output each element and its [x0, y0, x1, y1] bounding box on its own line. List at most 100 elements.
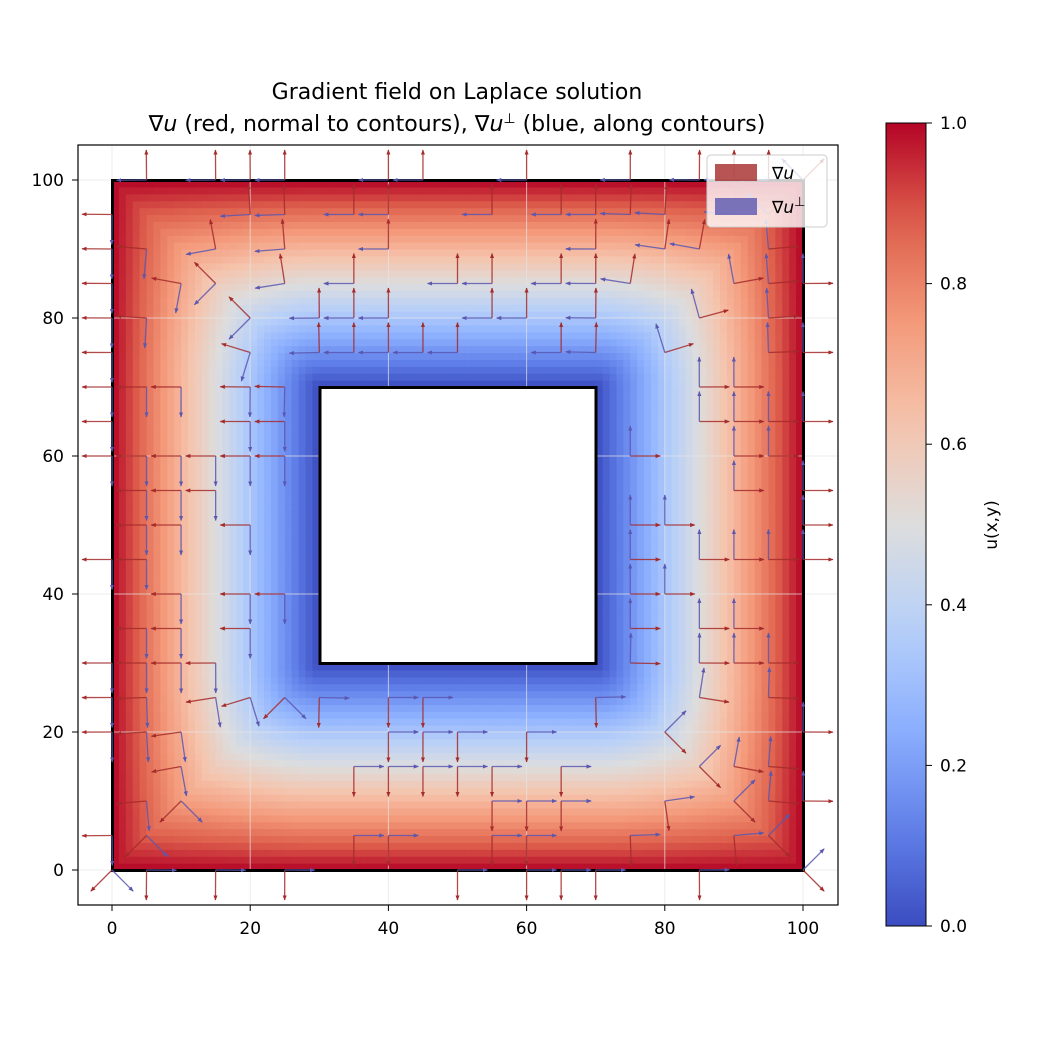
heatmap-cell [243, 373, 251, 381]
heatmap-cell [353, 745, 362, 754]
heatmap-cell [139, 600, 148, 609]
heatmap-cell [381, 738, 389, 747]
heatmap-cell [125, 311, 134, 319]
heatmap-cell [416, 759, 424, 768]
heatmap-cell [353, 366, 362, 374]
heatmap-cell [422, 345, 431, 354]
heatmap-cell [153, 697, 161, 705]
heatmap-cell [312, 255, 320, 264]
heatmap-cell [139, 814, 148, 823]
heatmap-cell [118, 338, 127, 347]
heatmap-cell [139, 214, 148, 222]
heatmap-cell [153, 393, 161, 402]
heatmap-cell [374, 304, 383, 312]
heatmap-cell [450, 683, 459, 692]
heatmap-cell [222, 580, 231, 588]
heatmap-cell [512, 787, 521, 795]
heatmap-cell [498, 290, 507, 298]
heatmap-cell [505, 228, 514, 236]
heatmap-cell [208, 186, 217, 195]
heatmap-cell [146, 559, 155, 567]
heatmap-cell [153, 828, 161, 837]
heatmap-cell [215, 732, 224, 740]
heatmap-cell [277, 849, 286, 857]
heatmap-cell [353, 732, 362, 740]
heatmap-cell [291, 773, 300, 781]
heatmap-cell [388, 683, 396, 692]
heatmap-cell [353, 380, 362, 388]
heatmap-cell [284, 649, 293, 657]
heatmap-cell [146, 304, 155, 312]
heatmap-cell [505, 283, 514, 291]
heatmap-cell [160, 345, 168, 354]
heatmap-cell [250, 235, 258, 243]
heatmap-cell [464, 255, 472, 264]
heatmap-cell [181, 180, 189, 188]
heatmap-cell [498, 373, 507, 381]
heatmap-cell [139, 649, 148, 657]
heatmap-cell [270, 469, 279, 478]
heatmap-cell [291, 807, 300, 816]
heatmap-cell [450, 373, 459, 381]
heatmap-cell [270, 283, 279, 291]
heatmap-cell [305, 359, 313, 367]
heatmap-cell [132, 290, 141, 298]
heatmap-cell [512, 821, 521, 830]
heatmap-cell [201, 628, 210, 636]
heatmap-cell [485, 773, 493, 781]
heatmap-cell [188, 511, 196, 519]
heatmap-cell [153, 338, 161, 347]
heatmap-cell [112, 835, 120, 843]
heatmap-cell [250, 531, 258, 540]
heatmap-cell [374, 842, 383, 850]
heatmap-cell [146, 649, 155, 657]
heatmap-cell [243, 732, 251, 740]
heatmap-cell [298, 497, 307, 505]
heatmap-cell [533, 276, 542, 285]
heatmap-cell [402, 704, 410, 712]
heatmap-cell [333, 373, 341, 381]
heatmap-cell [284, 449, 293, 457]
heatmap-cell [229, 607, 237, 616]
heatmap-cell [416, 842, 424, 850]
heatmap-cell [174, 842, 182, 850]
heatmap-cell [312, 580, 320, 588]
heatmap-cell [264, 787, 272, 795]
heatmap-cell [526, 221, 535, 229]
heatmap-cell [181, 642, 189, 650]
heatmap-cell [519, 759, 528, 768]
heatmap-cell [478, 732, 486, 740]
heatmap-cell [243, 663, 251, 671]
heatmap-cell [146, 759, 155, 768]
heatmap-cell [181, 221, 189, 229]
heatmap-cell [471, 311, 479, 319]
heatmap-cell [167, 766, 175, 774]
heatmap-cell [222, 345, 231, 354]
heatmap-cell [215, 414, 224, 423]
heatmap-cell [340, 835, 348, 843]
heatmap-cell [340, 221, 348, 229]
heatmap-cell [429, 683, 438, 692]
heatmap-cell [270, 249, 279, 257]
heatmap-cell [402, 255, 410, 264]
heatmap-cell [416, 835, 424, 843]
heatmap-cell [160, 504, 168, 512]
heatmap-cell [340, 318, 348, 326]
heatmap-cell [125, 649, 134, 657]
heatmap-cell [409, 683, 417, 692]
heatmap-cell [243, 421, 251, 429]
heatmap-cell [312, 483, 320, 492]
heatmap-cell [478, 773, 486, 781]
heatmap-cell [270, 504, 279, 512]
heatmap-cell [243, 428, 251, 436]
heatmap-cell [436, 828, 445, 837]
heatmap-cell [512, 683, 521, 692]
heatmap-cell [188, 504, 196, 512]
heatmap-cell [333, 331, 341, 340]
heatmap-cell [112, 573, 120, 581]
heatmap-cell [498, 228, 507, 236]
heatmap-cell [512, 221, 521, 229]
heatmap-cell [533, 228, 542, 236]
heatmap-cell [236, 621, 244, 630]
heatmap-cell [167, 842, 175, 850]
